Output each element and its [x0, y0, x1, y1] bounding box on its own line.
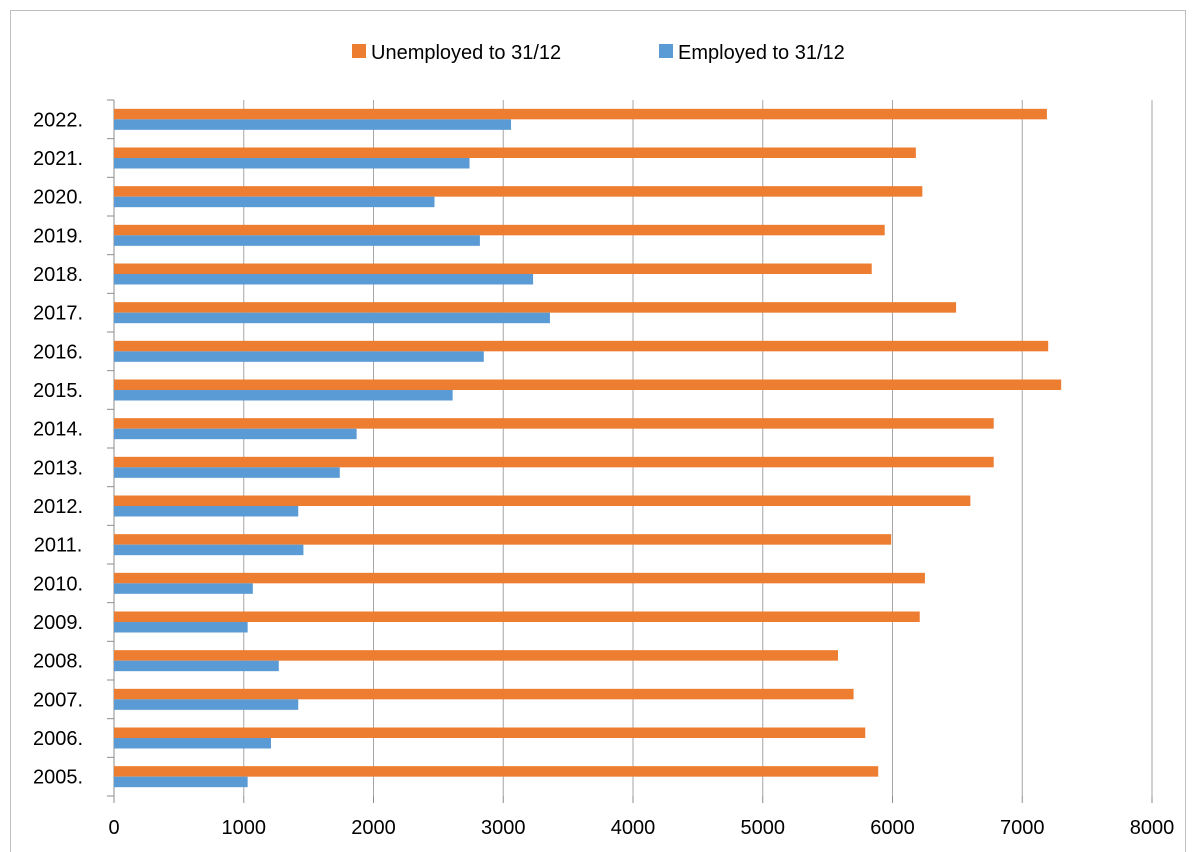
x-tick-label: 7000 [1000, 817, 1045, 839]
bar-employed-2007 [114, 699, 299, 710]
category-label: 2015. [33, 380, 83, 402]
category-label: 2022. [33, 109, 83, 131]
bar-employed-2011 [114, 544, 304, 556]
x-tick-label: 5000 [741, 817, 786, 839]
bar-unemployed-2011 [114, 534, 892, 545]
bar-unemployed-2007 [114, 688, 854, 700]
category-label: 2007. [33, 689, 83, 711]
x-tick-label: 1000 [222, 817, 267, 839]
bar-unemployed-2015 [114, 379, 1062, 390]
bar-employed-2005 [114, 776, 248, 788]
x-tick-label: 6000 [870, 817, 915, 839]
bar-employed-2014 [114, 428, 357, 440]
bar-unemployed-2012 [114, 495, 971, 506]
bar-unemployed-2013 [114, 456, 994, 468]
category-label: 2008. [33, 651, 83, 673]
bar-employed-2013 [114, 467, 340, 478]
bar-unemployed-2009 [114, 611, 920, 622]
bar-unemployed-2005 [114, 766, 879, 777]
category-label: 2013. [33, 457, 83, 479]
category-label: 2009. [33, 612, 83, 634]
x-tick-label: 8000 [1130, 817, 1175, 839]
category-label: 2014. [33, 419, 83, 441]
bar-unemployed-2008 [114, 650, 839, 661]
legend-label: Unemployed to 31/12 [371, 42, 561, 64]
category-label: 2019. [33, 225, 83, 247]
bar-employed-2017 [114, 312, 550, 324]
x-tick-label: 3000 [481, 817, 526, 839]
x-tick-label: 0 [108, 817, 119, 839]
bar-employed-2010 [114, 583, 253, 594]
bar-employed-2009 [114, 622, 248, 633]
bar-employed-2018 [114, 274, 534, 285]
category-label: 2005. [33, 767, 83, 789]
category-label: 2017. [33, 303, 83, 325]
x-tick-label: 2000 [351, 817, 396, 839]
category-label: 2006. [33, 728, 83, 750]
category-label: 2018. [33, 264, 83, 286]
bar-unemployed-2014 [114, 418, 994, 429]
bar-unemployed-2010 [114, 572, 925, 584]
bar-unemployed-2021 [114, 147, 916, 158]
bar-unemployed-2022 [114, 108, 1047, 120]
bar-employed-2008 [114, 660, 279, 672]
category-label: 2021. [33, 148, 83, 170]
bar-employed-2012 [114, 506, 299, 517]
bar-employed-2016 [114, 351, 484, 362]
bar-unemployed-2017 [114, 302, 957, 313]
category-label: 2016. [33, 341, 83, 363]
category-label: 2012. [33, 496, 83, 518]
bar-unemployed-2006 [114, 727, 866, 738]
legend-swatch-0 [352, 44, 366, 58]
bar-unemployed-2020 [114, 186, 923, 197]
category-label: 2010. [33, 573, 83, 595]
bar-unemployed-2018 [114, 263, 872, 274]
legend-swatch-1 [659, 44, 673, 58]
legend-label: Employed to 31/12 [678, 42, 845, 64]
bar-employed-2006 [114, 738, 271, 749]
bar-unemployed-2019 [114, 224, 885, 236]
bar-employed-2019 [114, 235, 480, 246]
category-label: 2020. [33, 187, 83, 209]
x-tick-label: 4000 [611, 817, 656, 839]
bar-employed-2022 [114, 119, 512, 130]
bar-unemployed-2016 [114, 340, 1049, 352]
category-label: 2011. [34, 535, 83, 557]
bar-employed-2015 [114, 390, 453, 401]
bar-employed-2021 [114, 158, 470, 169]
bar-employed-2020 [114, 196, 435, 208]
